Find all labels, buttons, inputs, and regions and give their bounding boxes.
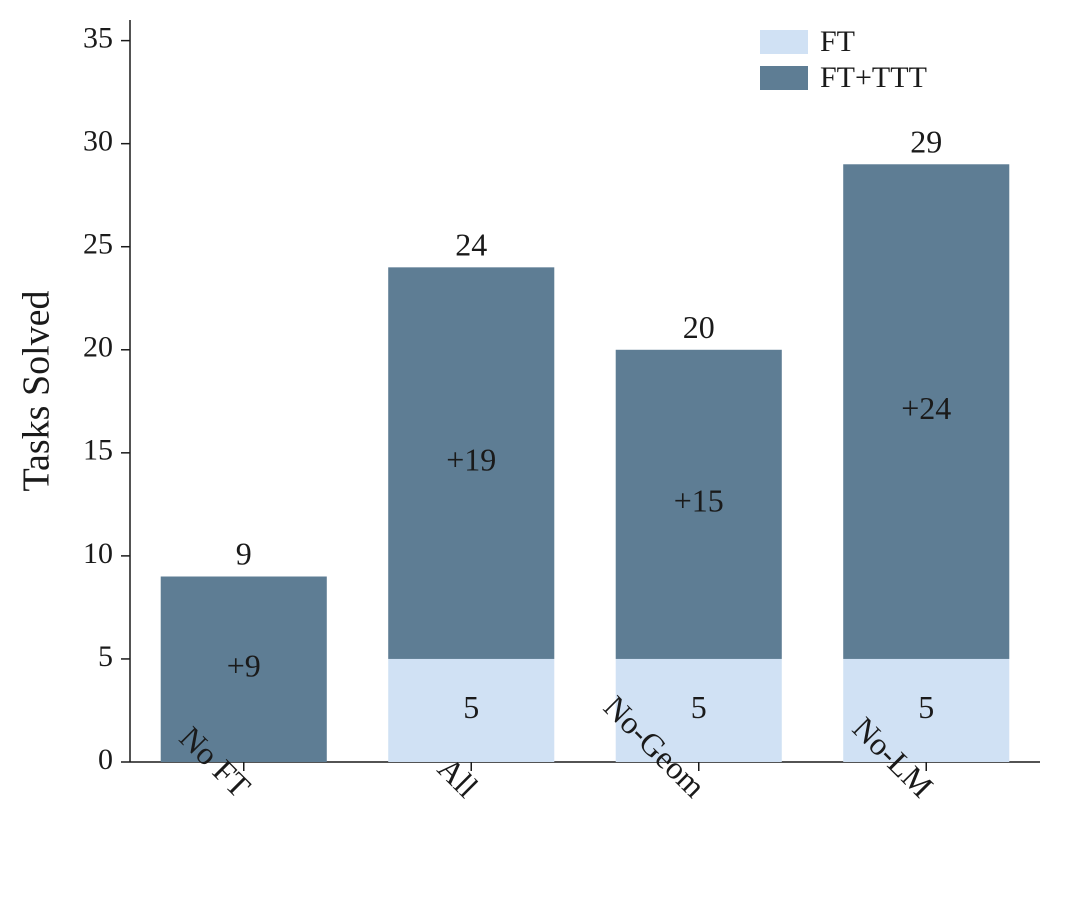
y-tick-label: 5 [98,640,113,673]
bar-total-label: 24 [455,226,487,262]
bar-total-label: 20 [683,309,715,345]
bar-total-label: 9 [236,536,252,572]
legend-label: FT+TTT [820,61,927,94]
bar-total-label: 29 [910,123,942,159]
chart-svg: 05101520253035Tasks Solved9+9No FT24+195… [0,0,1080,912]
legend-label: FT [820,25,855,58]
bar-ft-label: 5 [918,689,934,725]
bar-ft-label: 5 [463,689,479,725]
y-axis-title: Tasks Solved [16,290,58,491]
bar-delta-label: +15 [674,483,724,519]
bar-delta-label: +24 [901,390,951,426]
stacked-bar-chart: 05101520253035Tasks Solved9+9No FT24+195… [0,0,1080,912]
bar-ft-label: 5 [691,689,707,725]
y-tick-label: 25 [83,228,113,261]
y-tick-label: 0 [98,743,113,776]
legend-swatch [760,66,808,90]
y-tick-label: 35 [83,22,113,55]
y-tick-label: 15 [83,434,113,467]
y-tick-label: 30 [83,125,113,158]
bar-delta-label: +19 [446,441,496,477]
bar-delta-label: +9 [227,648,261,684]
y-tick-label: 20 [83,331,113,364]
y-tick-label: 10 [83,537,113,570]
legend-swatch [760,30,808,54]
